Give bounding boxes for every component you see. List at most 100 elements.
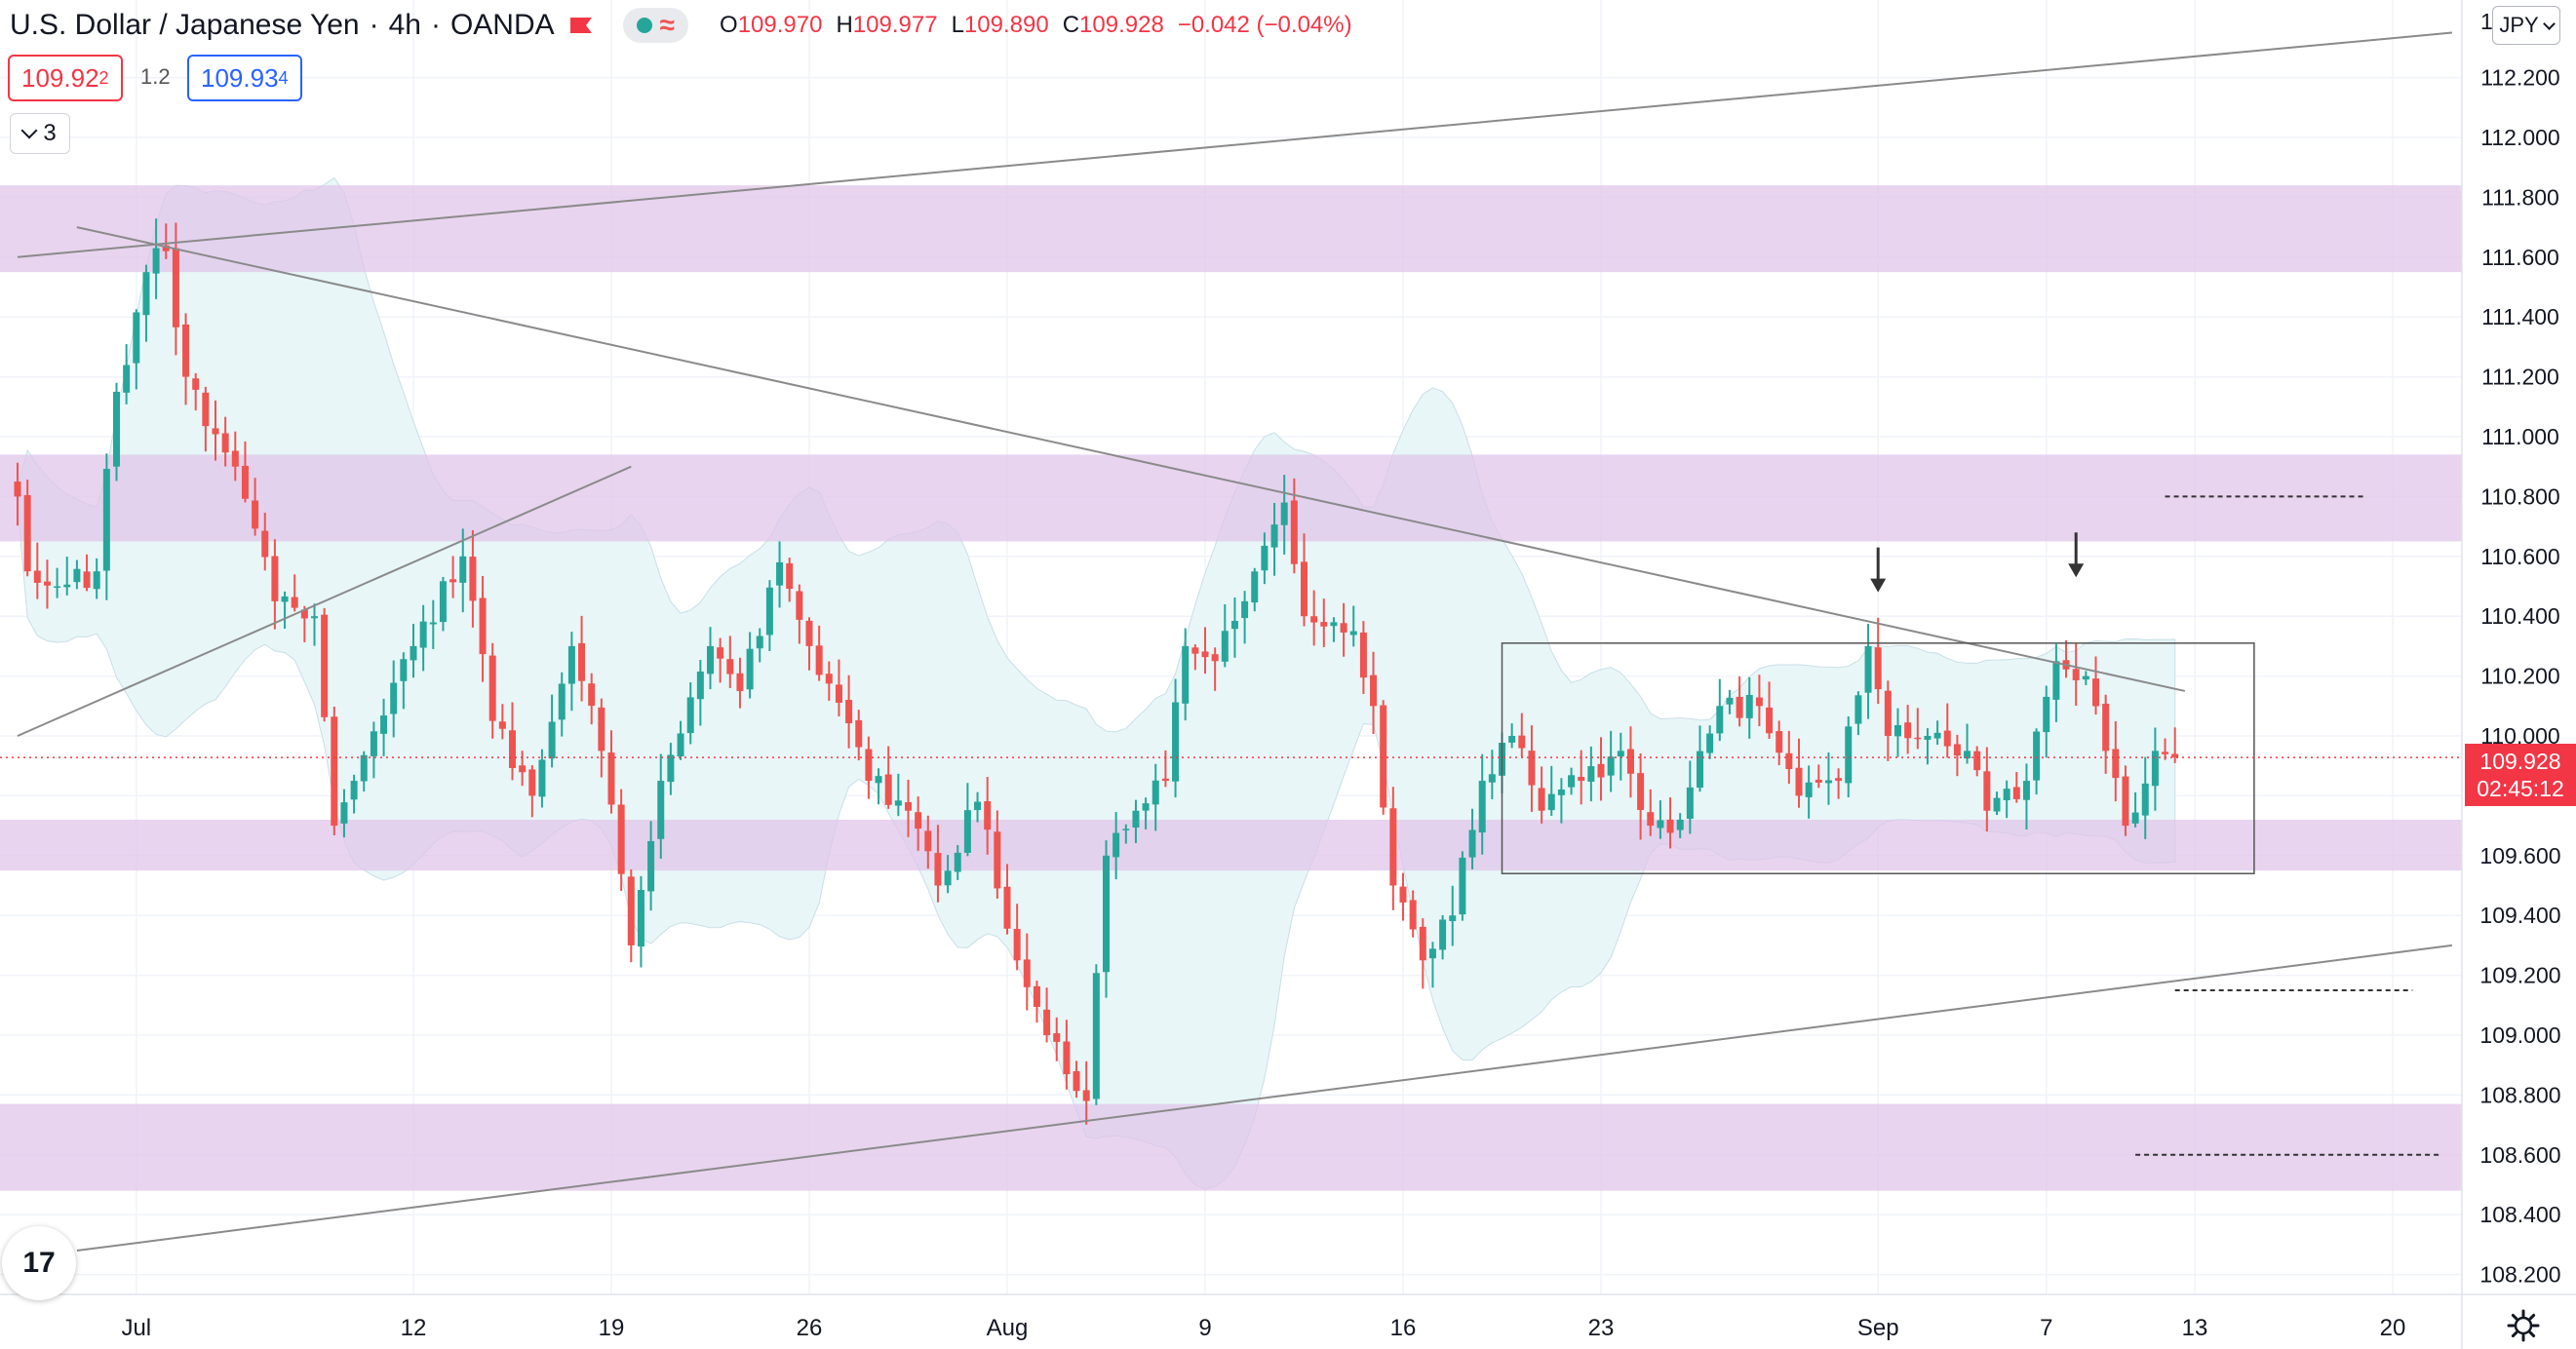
candle	[1023, 933, 1031, 1011]
candle-body	[1815, 779, 1822, 783]
currency-selector[interactable]: JPY	[2492, 6, 2560, 45]
candle	[311, 603, 318, 646]
candle	[894, 773, 902, 817]
candle-body	[667, 754, 675, 783]
price-tick-label: 111.200	[2481, 365, 2559, 390]
candle	[2151, 727, 2159, 811]
candle	[1320, 598, 1328, 647]
candle-body	[23, 495, 31, 572]
candle	[1359, 621, 1367, 694]
candle-body	[578, 642, 586, 681]
candle-body	[548, 721, 556, 759]
candle-body	[905, 802, 912, 811]
indicator-toggle[interactable]: ≈	[622, 8, 689, 43]
candle	[241, 441, 249, 503]
candle-body	[152, 248, 160, 274]
wave-icon: ≈	[659, 10, 676, 40]
candle-body	[855, 719, 863, 748]
candle	[1310, 590, 1318, 646]
candle	[726, 636, 734, 688]
price-tick-label: 109.400	[2479, 903, 2560, 928]
gear-icon[interactable]	[2506, 1308, 2541, 1343]
candle-body	[1854, 695, 1862, 724]
candle-body	[1528, 751, 1536, 786]
currency-label: JPY	[2499, 13, 2539, 37]
candle	[1745, 676, 1753, 739]
candle-body	[963, 810, 971, 853]
candle	[1736, 676, 1743, 727]
candle	[1251, 567, 1259, 612]
candle	[1528, 725, 1536, 812]
sell-button[interactable]: 109.92 2	[8, 55, 123, 101]
candle	[102, 453, 110, 600]
candle-body	[1884, 690, 1892, 736]
candle	[598, 698, 605, 778]
candle-body	[2102, 703, 2110, 752]
candle	[1221, 604, 1229, 668]
sell-price-pip: 2	[98, 67, 109, 88]
candle-body	[1488, 774, 1496, 783]
candle	[835, 659, 842, 717]
candle-body	[1508, 736, 1516, 743]
price-tick-label: 109.000	[2479, 1022, 2560, 1048]
candle	[915, 796, 922, 851]
candle	[1864, 623, 1872, 719]
candle	[1508, 723, 1516, 749]
indicator-collapse-button[interactable]: 3	[10, 113, 70, 154]
candle-body	[558, 683, 566, 720]
candle	[1043, 987, 1051, 1043]
candle-body	[1547, 793, 1555, 811]
candle-body	[2151, 751, 2159, 787]
candle	[884, 746, 892, 809]
candle	[1854, 691, 1862, 736]
candle-body	[915, 812, 922, 829]
candle-body	[974, 801, 982, 811]
candle-body	[756, 636, 763, 649]
candle	[2122, 765, 2129, 836]
candle	[390, 660, 398, 738]
candle-body	[2122, 776, 2129, 827]
candle	[459, 528, 467, 613]
candle	[1518, 713, 1526, 757]
candle	[2131, 791, 2139, 828]
candle	[567, 632, 575, 712]
tradingview-logo[interactable]: 17	[2, 1226, 76, 1300]
buy-button[interactable]: 109.93 4	[187, 55, 302, 101]
candle-body	[1063, 1041, 1071, 1075]
candle	[1716, 678, 1724, 742]
candle-body	[380, 715, 388, 734]
candle	[1389, 787, 1397, 910]
candle-body	[1785, 752, 1793, 770]
buy-price-pip: 4	[278, 67, 289, 88]
candle-body	[1805, 782, 1813, 797]
candle-body	[2043, 696, 2050, 733]
time-tick-label: 9	[1198, 1315, 1211, 1341]
candle	[2012, 772, 2020, 803]
flag-icon[interactable]	[568, 16, 594, 35]
candle-body	[300, 609, 308, 619]
candle	[2022, 763, 2030, 830]
candle	[1428, 942, 1436, 988]
candle	[1676, 813, 1684, 838]
candle-body	[1349, 631, 1357, 636]
candle-body	[746, 648, 754, 690]
candle	[1657, 800, 1664, 839]
candle-body	[1201, 651, 1209, 658]
logo-text: 17	[22, 1247, 56, 1279]
candle-body	[677, 733, 684, 757]
candle	[1053, 1017, 1061, 1061]
candle-body	[528, 769, 536, 796]
time-axis-bg	[0, 1294, 2576, 1349]
close-value: 109.928	[1079, 12, 1164, 38]
candle	[212, 400, 219, 461]
price-tick-label: 112.000	[2480, 125, 2559, 150]
candle	[865, 736, 873, 799]
interval-label[interactable]: 4h	[388, 9, 421, 41]
dot-icon	[636, 18, 652, 33]
candle-body	[875, 776, 882, 784]
symbol-title[interactable]: U.S. Dollar / Japanese Yen	[10, 9, 360, 41]
candle	[1568, 767, 1576, 795]
header-separator: ·	[369, 9, 379, 41]
candle	[2162, 738, 2169, 760]
